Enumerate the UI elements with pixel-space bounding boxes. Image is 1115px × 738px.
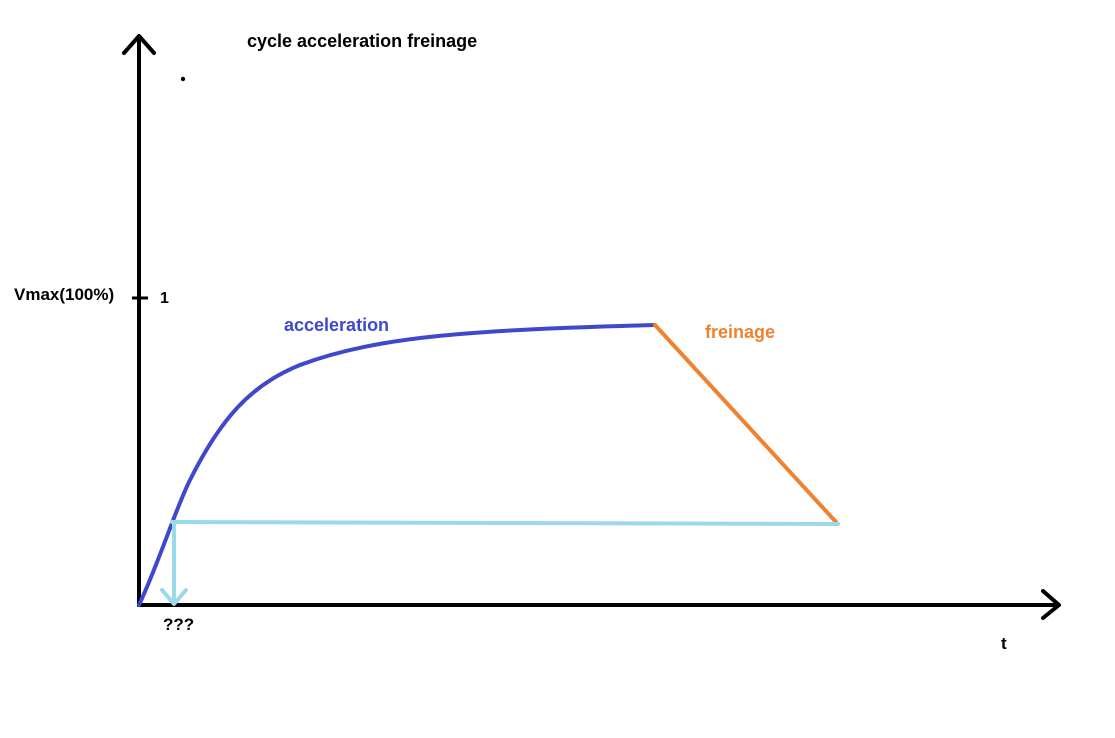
y-axis-tick-label: 1 xyxy=(160,290,169,307)
y-axis-label: Vmax(100%) xyxy=(14,285,115,304)
threshold-line xyxy=(170,520,840,526)
stray-dot xyxy=(180,76,186,82)
x-axis-label: t xyxy=(1001,634,1007,653)
drop-arrowhead xyxy=(160,588,188,606)
x-axis-arrowhead xyxy=(1041,589,1061,620)
freinage-label: freinage xyxy=(705,322,776,342)
y-axis-arrowhead xyxy=(122,34,156,55)
unknown-label: ??? xyxy=(163,615,195,634)
acceleration-label: acceleration xyxy=(284,315,390,335)
diagram-title: cycle acceleration freinage xyxy=(247,31,478,51)
freinage-line xyxy=(653,323,838,524)
acceleration-curve xyxy=(137,323,657,607)
